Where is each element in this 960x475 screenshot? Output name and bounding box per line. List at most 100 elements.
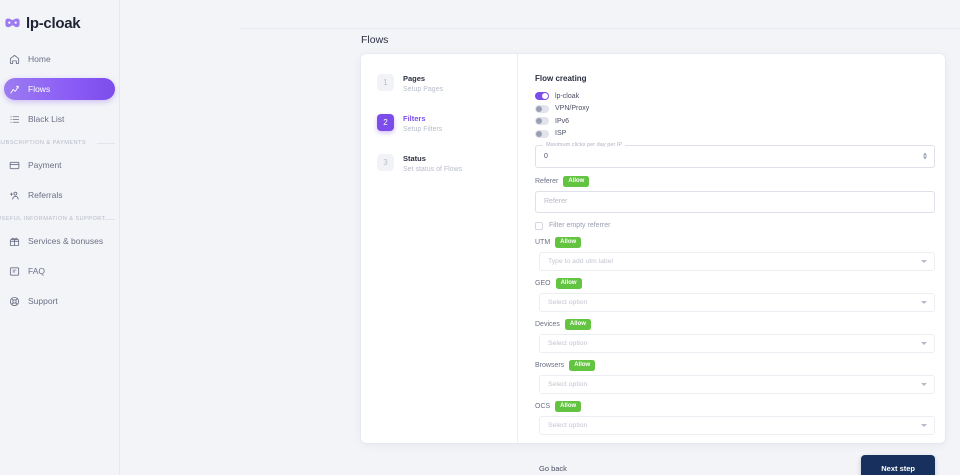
toggle-vpn-proxy[interactable] (535, 104, 549, 113)
filter-empty-referrer-checkbox[interactable] (535, 221, 543, 230)
browsers-select[interactable]: Select option (539, 374, 935, 394)
toggle-label: ISP (555, 130, 567, 137)
sidebar: lp-cloak Home Flows (0, 0, 120, 475)
toggle-label: VPN/Proxy (555, 105, 590, 112)
flows-icon (9, 84, 20, 95)
sidebar-item-label: Referrals (28, 190, 63, 200)
sidebar-item-black-list[interactable]: Black List (4, 108, 115, 130)
utm-placeholder: Type to add utm label (548, 257, 613, 265)
utm-input[interactable]: Type to add utm label (539, 251, 935, 271)
sidebar-item-label: Home (28, 54, 51, 64)
toggle-label: lp-cloak (555, 92, 580, 100)
toggle-lp-cloak-row: lp-cloak (535, 92, 935, 100)
browsers-label-row: Browsers Allow (535, 359, 935, 371)
go-back-button[interactable]: Go back (539, 463, 567, 473)
filter-empty-referrer-row: Filter empty referrer (535, 221, 935, 230)
referer-allow-badge[interactable]: Allow (563, 175, 590, 187)
ocs-placeholder: Select option (548, 421, 588, 429)
page-title: Flows (361, 34, 389, 46)
devices-label: Devices (535, 320, 560, 328)
geo-placeholder: Select option (548, 298, 588, 306)
card-icon (9, 160, 20, 171)
brand-logo[interactable]: lp-cloak (0, 6, 119, 34)
sidebar-item-label: Support (28, 296, 58, 306)
chevron-down-icon (921, 301, 927, 304)
home-icon (9, 54, 20, 65)
referer-label-row: Referer Allow (535, 175, 935, 187)
referer-input[interactable]: Referer (535, 190, 935, 213)
devices-select[interactable]: Select option (539, 333, 935, 353)
toggle-isp-row: ISP (535, 129, 935, 138)
step-title: Pages (403, 74, 426, 83)
brand-name: lp-cloak (26, 14, 81, 32)
step-status[interactable]: 3 Status Set status of Flows (377, 154, 517, 175)
sidebar-item-label: FAQ (28, 266, 46, 276)
filter-empty-referrer-label: Filter empty referrer (549, 222, 611, 229)
gift-icon (9, 236, 20, 247)
form-heading: Flow creating (535, 74, 587, 83)
step-subtitle: Set status of Flows (403, 166, 463, 173)
utm-allow-badge[interactable]: Allow (555, 236, 582, 248)
user-plus-icon (9, 190, 20, 201)
step-number: 1 (377, 74, 394, 91)
step-subtitle: Setup Pages (403, 86, 444, 93)
chevron-down-icon (921, 260, 927, 263)
sidebar-item-payment[interactable]: Payment (4, 154, 115, 176)
devices-placeholder: Select option (548, 339, 588, 347)
step-number: 3 (377, 154, 394, 171)
max-clicks-value: 0 (544, 152, 548, 160)
sidebar-item-label: Black List (28, 114, 65, 124)
browsers-placeholder: Select option (548, 380, 588, 388)
sidebar-item-services-bonuses[interactable]: Services & bonuses (4, 230, 115, 252)
sidebar-item-home[interactable]: Home (4, 48, 115, 70)
ocs-label: OCS (535, 402, 551, 410)
next-step-button[interactable]: Next step (861, 454, 935, 475)
devices-allow-badge[interactable]: Allow (564, 318, 591, 330)
sidebar-item-referrals[interactable]: Referrals (4, 184, 115, 206)
referer-label: Referer (535, 177, 559, 185)
sidebar-item-faq[interactable]: FAQ (4, 260, 115, 282)
number-stepper[interactable] (923, 152, 927, 160)
max-clicks-field[interactable]: Maximum clicks per day per IP 0 (535, 141, 935, 168)
toggle-isp[interactable] (535, 129, 549, 138)
filters-form: Flow creating lp-cloak VPN/Proxy IPv6 IS… (518, 54, 951, 475)
top-bar: VIP (240, 0, 960, 29)
chevron-down-icon (921, 342, 927, 345)
sidebar-section-support: USEFUL INFORMATION & SUPPORT (0, 216, 119, 222)
geo-allow-badge[interactable]: Allow (555, 277, 582, 289)
wizard-steps: 1 Pages Setup Pages 2 Filters Setup Filt… (361, 54, 518, 443)
toggle-label: IPv6 (555, 117, 570, 125)
sidebar-section-payments: SUBSCRIPTION & PAYMENTS (0, 140, 119, 146)
sidebar-item-label: Payment (28, 160, 62, 170)
geo-label-row: GEO Allow (535, 277, 935, 289)
devices-label-row: Devices Allow (535, 318, 935, 330)
utm-label-row: UTM Allow (535, 236, 935, 248)
browsers-label: Browsers (535, 361, 565, 369)
faq-icon (9, 266, 20, 277)
step-pages[interactable]: 1 Pages Setup Pages (377, 74, 517, 95)
toggle-lp-cloak[interactable] (535, 92, 549, 100)
main-content: VIP Flows 1 Pages Se (120, 0, 960, 475)
max-clicks-label: Maximum clicks per day per IP (543, 141, 626, 148)
utm-label: UTM (535, 238, 551, 246)
sidebar-item-flows[interactable]: Flows (4, 78, 115, 100)
sidebar-item-label: Flows (28, 84, 51, 94)
geo-select[interactable]: Select option (539, 292, 935, 312)
geo-label: GEO (535, 279, 551, 287)
ocs-label-row: OCS Allow (535, 400, 935, 412)
ocs-select[interactable]: Select option (539, 415, 935, 435)
sidebar-item-support[interactable]: Support (4, 290, 115, 312)
step-filters[interactable]: 2 Filters Setup Filters (377, 114, 517, 135)
chevron-down-icon (921, 424, 927, 427)
sidebar-nav: Home Flows Black List SUBSCRIPTION (0, 48, 119, 312)
step-number: 2 (377, 114, 394, 131)
toggle-vpn-proxy-row: VPN/Proxy (535, 104, 935, 113)
toggle-ipv6[interactable] (535, 117, 549, 125)
toggle-ipv6-row: IPv6 (535, 117, 935, 125)
sidebar-item-label: Services & bonuses (28, 236, 104, 246)
mask-icon (4, 16, 21, 30)
step-subtitle: Setup Filters (403, 126, 443, 133)
browsers-allow-badge[interactable]: Allow (569, 359, 596, 371)
ocs-allow-badge[interactable]: Allow (555, 400, 582, 412)
